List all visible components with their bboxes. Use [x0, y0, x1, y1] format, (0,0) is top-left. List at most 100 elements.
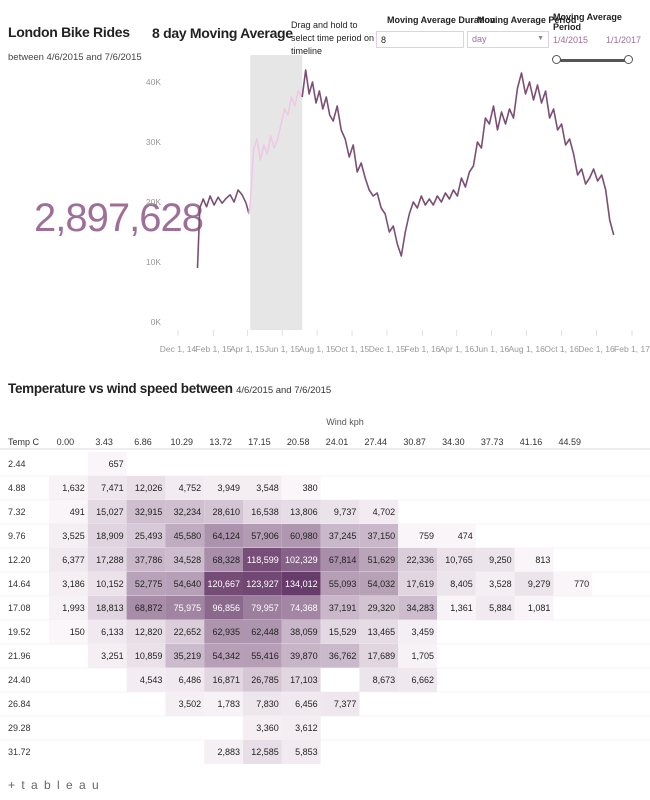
heatmap-cell: [204, 596, 243, 620]
temperature-wind-heatmap: Wind kph Temp C 0.00 3.43 6.86 10.29 13.72 17.1…: [0, 417, 650, 764]
heatmap-cell-value: 150: [70, 627, 85, 637]
heatmap-cell: [49, 524, 88, 548]
heatmap-cell-value: 54,342: [212, 651, 240, 661]
heatmap-cell: [281, 596, 321, 620]
heatmap-cell-value: 123,927: [246, 579, 279, 589]
heatmap-cell: [243, 620, 282, 644]
temperature-row-label: 26.84: [8, 699, 31, 709]
heatmap-cell-value: 380: [303, 483, 318, 493]
heatmap-cell: [359, 644, 399, 668]
heatmap-cell-value: 3,251: [101, 651, 124, 661]
heatmap-cell-value: 37,150: [368, 531, 396, 541]
heatmap-cell: [49, 500, 88, 524]
temperature-row-label: 12.20: [8, 555, 31, 565]
selected-period-band[interactable]: [250, 55, 303, 330]
heatmap-cell: [204, 548, 243, 572]
heatmap-cell: [359, 596, 399, 620]
heatmap-cell-value: 5,853: [295, 747, 318, 757]
heatmap-cell: [475, 572, 515, 596]
range-slider-end-handle[interactable]: [624, 55, 633, 64]
heatmap-cell: [437, 524, 476, 548]
heatmap-cell-value: 16,538: [251, 507, 279, 517]
heatmap-cell: [165, 668, 205, 692]
heatmap-cell-value: 4,702: [373, 507, 396, 517]
heatmap-cell: [320, 524, 360, 548]
range-slider-track[interactable]: [557, 59, 629, 62]
range-start-value: 1/4/2015: [553, 35, 589, 45]
heatmap-cell-value: 3,525: [62, 531, 85, 541]
heatmap-cell-value: 3,949: [217, 483, 240, 493]
heatmap-cell: [553, 572, 593, 596]
heatmap-cell-value: 102,329: [285, 555, 318, 565]
heatmap-cell-value: 7,377: [334, 699, 357, 709]
heatmap-cell-value: 5,884: [489, 603, 512, 613]
heatmap-cell: [243, 548, 282, 572]
heatmap-cell-value: 3,459: [411, 627, 434, 637]
heatmap-cell-value: 96,856: [212, 603, 240, 613]
y-tick-label: 0K: [151, 317, 162, 327]
heatmap-cell: [281, 740, 321, 764]
heatmap-cell: [437, 596, 476, 620]
heatmap-cell: [281, 500, 321, 524]
dashboard-title: London Bike Rides: [8, 24, 130, 40]
heatmap-cell-value: 28,610: [212, 507, 240, 517]
temperature-row-label: 4.88: [8, 483, 26, 493]
wind-column-header: 27.44: [365, 437, 388, 447]
tableau-logo: + t a b l e a u: [8, 778, 100, 792]
heatmap-cell: [281, 476, 321, 500]
heatmap-cell-value: 68,328: [212, 555, 240, 565]
heatmap-cell: [320, 644, 360, 668]
heatmap-cell-value: 770: [574, 579, 589, 589]
heatmap-cell: [49, 572, 88, 596]
heatmap-cell-value: 29,320: [368, 603, 396, 613]
temperature-row-label: 21.96: [8, 651, 31, 661]
heatmap-cell-value: 10,765: [445, 555, 473, 565]
heatmap-cell: [243, 644, 282, 668]
heatmap-cell-value: 3,186: [62, 579, 85, 589]
heatmap-cell-value: 17,103: [290, 675, 318, 685]
heatmap-cell: [359, 524, 399, 548]
duration-input[interactable]: [376, 31, 464, 48]
heatmap-cell: [126, 572, 166, 596]
heatmap-cell-value: 759: [419, 531, 434, 541]
heatmap-cell: [204, 620, 243, 644]
heatmap-cell-value: 57,906: [251, 531, 279, 541]
heatmap-cell-value: 22,652: [174, 627, 202, 637]
heatmap-cell-value: 3,548: [256, 483, 279, 493]
heatmap-cell-value: 3,528: [489, 579, 512, 589]
range-slider-start-handle[interactable]: [552, 55, 561, 64]
heatmap-cell-value: 34,283: [406, 603, 434, 613]
heatmap-cell: [243, 524, 282, 548]
heatmap-cell-value: 26,785: [251, 675, 279, 685]
heatmap-cell-value: 8,405: [450, 579, 473, 589]
temperature-row-label: 9.76: [8, 531, 26, 541]
heatmap-cell: [320, 692, 360, 716]
y-tick-label: 40K: [146, 77, 161, 87]
heatmap-cell: [514, 596, 554, 620]
timeline-instruction: Drag and hold to select time period on t…: [291, 20, 375, 56]
heatmap-cell: [87, 476, 127, 500]
heatmap-cell: [243, 692, 282, 716]
heatmap-cell: [126, 524, 166, 548]
heatmap-cell: [359, 620, 399, 644]
heatmap-cell: [49, 620, 88, 644]
heatmap-cell: [204, 524, 243, 548]
y-tick-label: 30K: [146, 137, 161, 147]
x-tick-label: Dec 1, 14: [160, 344, 197, 354]
temperature-row-label: 19.52: [8, 627, 31, 637]
heatmap-cell-value: 18,909: [96, 531, 124, 541]
heatmap-cell-value: 45,580: [174, 531, 202, 541]
heatmap-cell-value: 4,543: [140, 675, 163, 685]
heatmap-cell: [359, 500, 399, 524]
period-dropdown[interactable]: day ▼: [467, 31, 549, 48]
heatmap-cell: [87, 644, 127, 668]
x-tick-label: Dec 1, 16: [578, 344, 615, 354]
tableau-logo-text: + t a b l e a u: [8, 778, 101, 792]
heatmap-cell: [165, 644, 205, 668]
heatmap-cell-value: 120,667: [207, 579, 240, 589]
heatmap-cell-value: 657: [109, 459, 124, 469]
heatmap-cell: [49, 596, 88, 620]
heatmap-cell: [87, 572, 127, 596]
heatmap-cell-value: 12,585: [251, 747, 279, 757]
